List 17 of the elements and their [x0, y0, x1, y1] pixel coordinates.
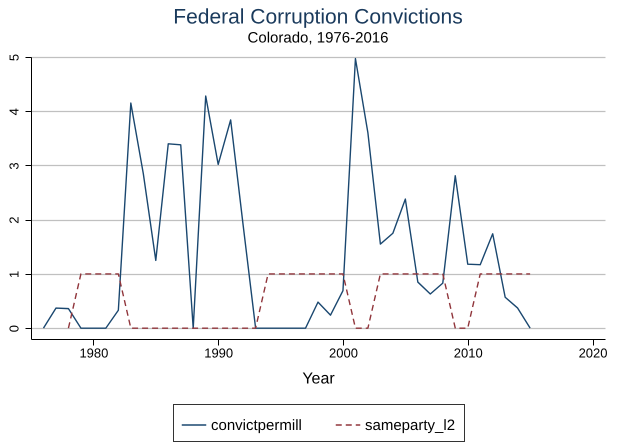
x-tick-label: 2020 — [578, 346, 608, 360]
y-tick-label: 5 — [6, 54, 22, 62]
line-series — [42, 58, 531, 329]
x-tick-label: 1990 — [204, 346, 234, 360]
x-tick-label: 1980 — [79, 346, 108, 360]
chart-subtitle: Colorado, 1976-2016 — [248, 29, 388, 46]
legend-label: convictpermill — [211, 417, 302, 434]
x-tick-label: 2010 — [454, 346, 483, 360]
x-tick-label: 2000 — [328, 346, 358, 360]
y-tick-label: 0 — [6, 325, 22, 332]
x-axis-title: Year — [302, 370, 336, 388]
y-tick-label: 2 — [6, 216, 22, 224]
legend-label: sameparty_l2 — [365, 417, 456, 434]
chart-title: Federal Corruption Convictions — [173, 5, 463, 28]
y-tick-label: 4 — [6, 108, 22, 116]
y-tick-label: 3 — [6, 162, 22, 170]
y-tick-label: 1 — [6, 270, 22, 278]
